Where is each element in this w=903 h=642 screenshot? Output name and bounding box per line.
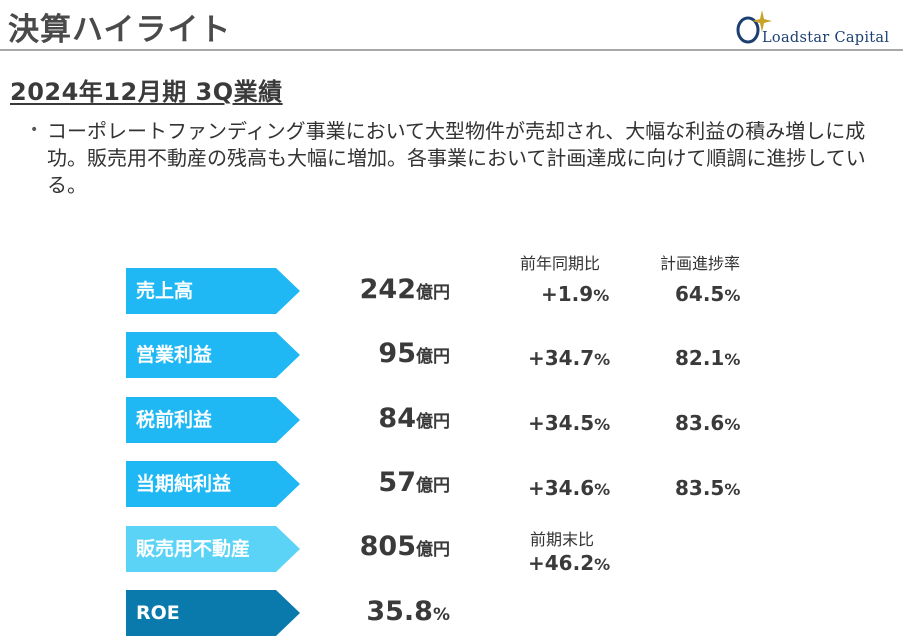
plan-progress: 64.5% xyxy=(675,282,740,306)
metric-label-text: ROE xyxy=(136,602,180,624)
yoy-number: +34.6 xyxy=(528,476,595,500)
prev-end-header: 前期末比 xyxy=(530,530,595,549)
metric-label-sales: 売上高 xyxy=(126,268,300,314)
yoy-unit: % xyxy=(594,350,611,369)
company-logo: Loadstar Capital xyxy=(728,6,903,50)
yoy-change: +34.5% xyxy=(528,411,610,435)
yoy-header: 前年同期比 xyxy=(520,254,601,273)
title-divider xyxy=(0,49,903,51)
metric-value: 242億円 xyxy=(330,274,450,305)
yoy-change: +34.7% xyxy=(528,346,610,370)
plan-progress: 83.6% xyxy=(675,411,740,435)
metric-label-real-estate-for-sale: 販売用不動産 xyxy=(126,526,300,572)
progress-unit: % xyxy=(724,286,741,305)
progress-unit: % xyxy=(724,415,741,434)
metric-value: 805億円 xyxy=(330,531,450,562)
yoy-unit: % xyxy=(593,286,610,305)
value-number: 242 xyxy=(359,274,416,305)
metric-value: 57億円 xyxy=(330,467,450,498)
metric-label-net-income: 当期純利益 xyxy=(126,461,300,507)
value-unit: 億円 xyxy=(416,283,450,303)
plan-progress: 83.5% xyxy=(675,476,740,500)
value-number: 805 xyxy=(359,531,416,562)
metric-label-text: 税前利益 xyxy=(136,409,213,431)
metric-value: 95億円 xyxy=(330,338,450,369)
metric-label-pretax-profit: 税前利益 xyxy=(126,397,300,443)
metric-label-text: 販売用不動産 xyxy=(136,538,251,560)
change-unit: % xyxy=(594,555,611,574)
value-unit: 億円 xyxy=(416,412,450,432)
progress-header: 計画進捗率 xyxy=(660,254,741,273)
prev-end-change: +46.2% xyxy=(528,551,610,575)
progress-unit: % xyxy=(724,350,741,369)
value-unit: 億円 xyxy=(416,476,450,496)
logo-text: Loadstar Capital xyxy=(762,30,890,46)
plan-progress: 82.1% xyxy=(675,346,740,370)
star-logo-icon xyxy=(736,10,772,44)
metric-label-text: 当期純利益 xyxy=(136,473,232,495)
metric-label-text: 営業利益 xyxy=(136,344,213,366)
progress-number: 83.5 xyxy=(675,476,725,500)
metric-value: 35.8% xyxy=(330,596,450,627)
section-subtitle: 2024年12月期 3Q業績 xyxy=(10,78,283,106)
change-number: +46.2 xyxy=(528,551,595,575)
yoy-unit: % xyxy=(594,480,611,499)
summary-text: コーポレートファンディング事業において大型物件が売却され、大幅な利益の積み増しに… xyxy=(47,119,866,197)
page-title: 決算ハイライト xyxy=(8,12,232,48)
yoy-change: +34.6% xyxy=(528,476,610,500)
metric-label-text: 売上高 xyxy=(136,280,194,302)
value-number: 84 xyxy=(378,403,416,434)
progress-number: 83.6 xyxy=(675,411,725,435)
yoy-number: +34.7 xyxy=(528,346,595,370)
value-unit: 億円 xyxy=(416,347,450,367)
metric-label-roe: ROE xyxy=(126,590,300,636)
bullet-marker: • xyxy=(30,122,39,138)
progress-number: 64.5 xyxy=(675,282,725,306)
yoy-number: +1.9 xyxy=(541,282,594,306)
progress-number: 82.1 xyxy=(675,346,725,370)
value-number: 95 xyxy=(378,338,416,369)
value-number: 57 xyxy=(378,467,416,498)
metric-label-operating-profit: 営業利益 xyxy=(126,332,300,378)
yoy-change: +1.9% xyxy=(541,282,609,306)
yoy-number: +34.5 xyxy=(528,411,595,435)
metric-value: 84億円 xyxy=(330,403,450,434)
value-number: 35.8 xyxy=(366,596,433,627)
value-unit: 億円 xyxy=(416,540,450,560)
value-unit: % xyxy=(432,605,450,625)
progress-unit: % xyxy=(724,480,741,499)
yoy-unit: % xyxy=(594,415,611,434)
